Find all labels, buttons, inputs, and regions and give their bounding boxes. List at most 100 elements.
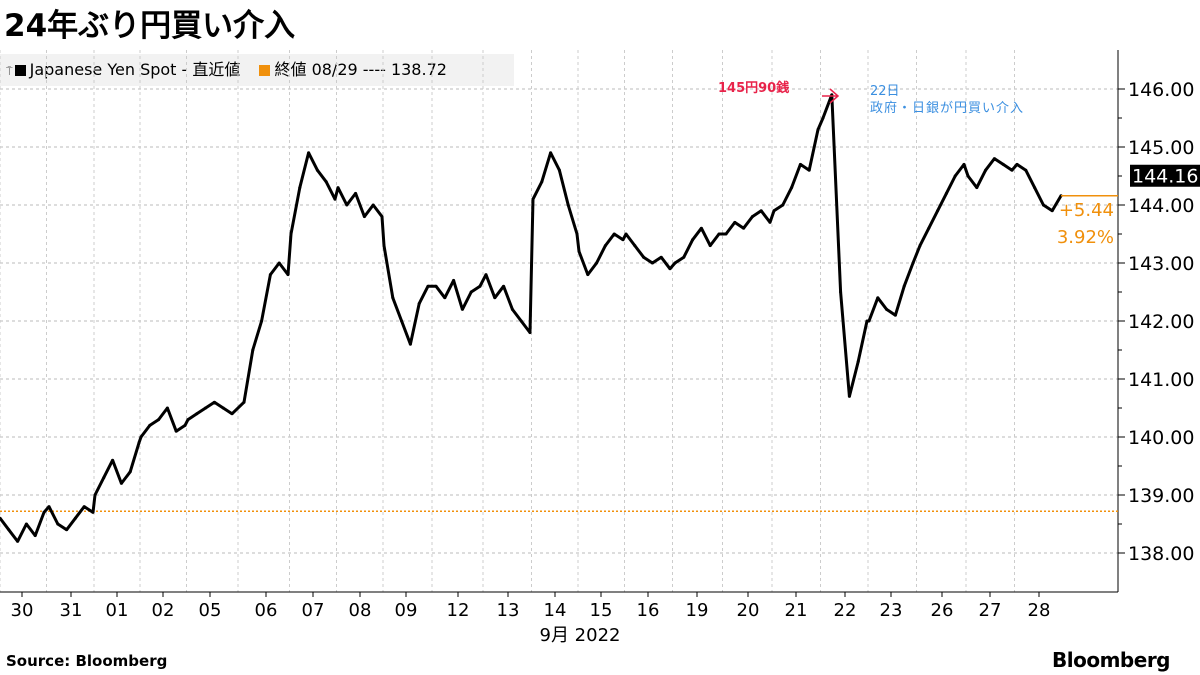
data-point — [867, 319, 871, 323]
data-point — [268, 273, 272, 277]
data-point — [659, 255, 663, 259]
data-point — [699, 226, 703, 230]
data-point — [733, 220, 737, 224]
data-point — [790, 186, 794, 190]
data-point — [391, 296, 395, 300]
data-point — [289, 232, 293, 236]
data-point — [650, 261, 654, 265]
data-point — [469, 290, 473, 294]
data-point — [772, 209, 776, 213]
data-point — [242, 400, 246, 404]
data-point — [221, 406, 225, 410]
data-point — [443, 296, 447, 300]
x-tick-label: 23 — [880, 600, 903, 621]
y-tick-label: 146.00 — [1128, 79, 1194, 101]
data-point — [82, 505, 86, 509]
data-point — [315, 168, 319, 172]
data-point — [165, 406, 169, 410]
data-point — [174, 429, 178, 433]
data-point — [992, 157, 996, 161]
y-tick-label: 140.00 — [1128, 427, 1194, 449]
x-tick-label: 15 — [590, 600, 613, 621]
y-tick-label: 141.00 — [1128, 369, 1194, 391]
data-point — [91, 510, 95, 514]
data-point — [633, 244, 637, 248]
data-point — [673, 261, 677, 265]
legend-swatch-series — [14, 65, 26, 76]
data-point — [183, 423, 187, 427]
data-point — [821, 116, 825, 120]
data-point — [56, 522, 60, 526]
legend-reference-label: 終値 08/29 ---- 138.72 — [274, 60, 447, 79]
x-axis-label: 9月 2022 — [540, 625, 621, 646]
data-point — [975, 186, 979, 190]
chart-title: 24年ぶり円買い介入 — [4, 8, 296, 44]
data-point — [918, 244, 922, 248]
x-tick-label: 19 — [686, 600, 709, 621]
data-point — [502, 284, 506, 288]
x-tick-label: 30 — [11, 600, 34, 621]
data-point — [345, 203, 349, 207]
data-point — [902, 284, 906, 288]
data-point — [624, 232, 628, 236]
data-point — [380, 215, 384, 219]
data-point — [893, 313, 897, 317]
data-point — [668, 267, 672, 271]
x-tick-label: 01 — [106, 600, 129, 621]
legend: ⍑ Japanese Yen Spot - 直近値 終値 08/29 ---- 1… — [0, 54, 514, 86]
data-point — [65, 528, 69, 532]
data-point — [510, 307, 514, 311]
data-point — [540, 180, 544, 184]
data-point — [139, 435, 143, 439]
data-point — [371, 203, 375, 207]
data-point — [742, 226, 746, 230]
data-point — [528, 331, 532, 335]
data-point — [212, 400, 216, 404]
event-date-annotation: 22日 — [870, 84, 900, 99]
data-point — [33, 534, 37, 538]
data-point — [682, 255, 686, 259]
data-point — [768, 220, 772, 224]
data-point — [798, 162, 802, 166]
x-tick-label: 26 — [931, 600, 954, 621]
data-point — [137, 441, 141, 445]
data-point — [953, 174, 957, 178]
peak-annotation: 145円90銭 — [718, 80, 789, 96]
data-point — [962, 162, 966, 166]
data-point — [750, 215, 754, 219]
data-point — [434, 284, 438, 288]
series-line — [0, 94, 1063, 543]
data-point — [307, 151, 311, 155]
data-point — [885, 307, 889, 311]
legend-series-label: Japanese Yen Spot - 直近値 — [29, 60, 241, 79]
data-point — [484, 273, 488, 277]
data-point — [362, 215, 366, 219]
data-point — [847, 394, 851, 398]
data-point — [724, 232, 728, 236]
data-point — [876, 296, 880, 300]
data-point — [426, 284, 430, 288]
y-tick-label: 142.00 — [1128, 311, 1194, 333]
data-point — [382, 244, 386, 248]
x-tick-label: 05 — [199, 600, 222, 621]
data-point — [102, 476, 106, 480]
data-point — [452, 278, 456, 282]
data-point — [157, 418, 161, 422]
data-point — [586, 273, 590, 277]
data-point — [286, 273, 290, 277]
data-point — [927, 226, 931, 230]
data-point — [119, 481, 123, 485]
data-point — [603, 244, 607, 248]
data-point — [128, 470, 132, 474]
data-point — [277, 261, 281, 265]
data-point — [336, 186, 340, 190]
data-point — [807, 168, 811, 172]
y-tick-label: 144.00 — [1128, 195, 1194, 217]
data-point — [73, 516, 77, 520]
source-note: Source: Bloomberg — [6, 652, 168, 670]
data-point — [324, 180, 328, 184]
data-point — [577, 249, 581, 253]
x-tick-label: 13 — [497, 600, 520, 621]
event-annotation: 政府・日銀が円買い介入 — [870, 101, 1024, 116]
data-point — [531, 197, 535, 201]
